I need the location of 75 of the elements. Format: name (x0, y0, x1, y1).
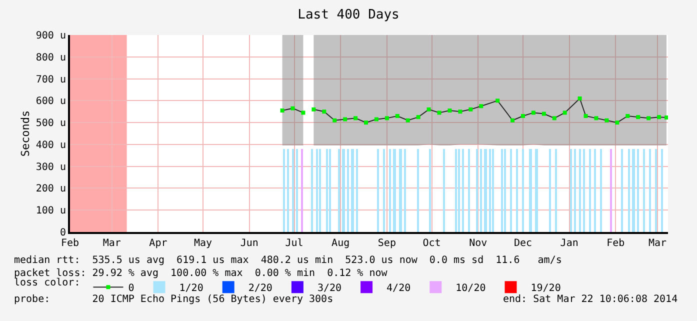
point (552, 116, 556, 120)
x-tick-label: Dec (514, 238, 532, 249)
y-tick-label: 600 u (36, 96, 66, 108)
text: median rtt: 535.5 us avg 619.1 us max 480.2 us min 523.0 us now 0.0 ms sd 11.6 am/s (14, 255, 562, 266)
point (437, 110, 442, 115)
legend-label: 3/20 (317, 283, 342, 294)
point (604, 118, 609, 122)
point (578, 96, 582, 100)
point (416, 115, 420, 120)
point (280, 108, 284, 113)
point (479, 104, 484, 108)
point (374, 117, 378, 122)
y-tick-label: 700 u (36, 74, 66, 86)
x-tick-label: Aug (332, 238, 350, 249)
point (343, 117, 348, 122)
point (406, 118, 410, 122)
x-tick-label: Jan (560, 238, 578, 249)
chart-title: Last 400 Days (298, 8, 400, 23)
point (664, 116, 668, 120)
text: packet loss: 29.92 % avg 100.00 % max 0.00 % min 0.12 % now (14, 268, 388, 279)
x-tick-label: Mar (648, 238, 667, 249)
point (364, 120, 368, 125)
x-tick-label: Feb (60, 238, 80, 249)
point (395, 114, 400, 118)
point (301, 110, 306, 115)
point (426, 107, 431, 112)
point (594, 116, 598, 120)
point (657, 115, 662, 120)
legend-label: 1/20 (179, 283, 204, 294)
legend-label: 4/20 (386, 283, 411, 294)
point (384, 116, 389, 120)
y-tick-label: 0 (60, 228, 66, 238)
text: end: Sat Mar 22 10:06:08 2014 (503, 294, 678, 305)
point (562, 110, 567, 115)
point (626, 114, 630, 118)
legend-label: 2/20 (248, 283, 272, 294)
legend-label: 0 (128, 283, 134, 294)
y-tick-label: 100 u (36, 206, 66, 217)
point (290, 106, 295, 110)
x-tick-label: Jun (240, 238, 258, 249)
legend-label: 19/20 (530, 283, 561, 294)
point (584, 114, 588, 118)
point (312, 107, 316, 112)
point (448, 108, 452, 113)
point (520, 114, 525, 118)
x-tick-label: Feb (606, 238, 625, 249)
y-axis-title: Seconds (19, 110, 32, 157)
point (354, 116, 358, 120)
point (646, 116, 651, 120)
text: probe: 20 ICMP Echo Pings (56 Bytes) every 300s (14, 294, 334, 305)
point (636, 115, 640, 120)
x-tick-label: Oct (422, 238, 441, 249)
point (542, 112, 546, 116)
point (458, 110, 462, 114)
x-tick-label: Nov (469, 238, 488, 249)
y-tick-label: 800 u (36, 52, 66, 64)
x-tick-label: May (194, 238, 212, 249)
y-tick-label: 300 u (36, 162, 66, 173)
x-tick-label: Mar (102, 238, 121, 249)
point (322, 110, 326, 114)
point (468, 107, 473, 112)
legend-title: loss color: (14, 278, 80, 289)
y-tick-label: 400 u (36, 140, 66, 151)
point (615, 120, 620, 125)
x-tick-label: Apr (149, 238, 168, 249)
y-tick-label: 500 u (36, 118, 66, 130)
point (510, 118, 515, 122)
x-tick-label: Sep (378, 238, 396, 249)
point (531, 110, 536, 115)
point (496, 98, 500, 103)
x-tick-label: Jul (285, 238, 304, 249)
legend-label: 10/20 (456, 283, 486, 294)
point (332, 118, 337, 122)
y-tick-label: 200 u (36, 184, 66, 195)
y-tick-label: 900 u (36, 30, 66, 42)
